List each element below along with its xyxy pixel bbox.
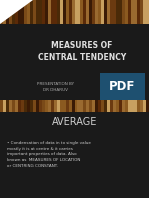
Bar xyxy=(72,100,74,112)
Bar xyxy=(63,0,66,24)
Bar xyxy=(18,0,21,24)
Bar xyxy=(42,100,45,112)
Bar xyxy=(51,100,54,112)
Bar xyxy=(36,100,39,112)
Bar xyxy=(146,0,149,24)
Bar xyxy=(116,0,119,24)
Bar xyxy=(66,100,69,112)
Bar xyxy=(9,100,12,112)
Bar xyxy=(3,0,6,24)
Bar xyxy=(54,0,57,24)
Bar xyxy=(45,100,48,112)
Bar xyxy=(51,0,54,24)
Bar xyxy=(77,0,80,24)
Bar xyxy=(30,100,33,112)
Bar xyxy=(60,0,63,24)
Bar xyxy=(77,100,80,112)
Bar xyxy=(74,0,77,24)
Bar xyxy=(107,0,110,24)
Bar xyxy=(101,100,104,112)
Bar xyxy=(0,100,3,112)
Bar xyxy=(110,0,113,24)
Bar xyxy=(140,100,143,112)
Bar xyxy=(98,100,101,112)
Bar xyxy=(137,0,140,24)
Bar xyxy=(69,0,72,24)
Bar xyxy=(3,100,6,112)
Bar xyxy=(95,100,98,112)
Text: PRESENTATION BY
DR DHARUV: PRESENTATION BY DR DHARUV xyxy=(37,82,74,92)
Bar xyxy=(33,0,36,24)
Bar xyxy=(80,100,83,112)
Bar xyxy=(146,100,149,112)
Text: MEASURES OF
CENTRAL TENDENCY: MEASURES OF CENTRAL TENDENCY xyxy=(38,41,126,62)
Bar xyxy=(104,100,107,112)
Bar xyxy=(69,100,72,112)
Bar xyxy=(15,0,18,24)
Bar xyxy=(92,0,95,24)
Bar xyxy=(134,100,137,112)
Bar xyxy=(15,100,18,112)
Bar xyxy=(66,0,69,24)
Bar xyxy=(140,0,143,24)
Bar xyxy=(143,100,146,112)
Bar xyxy=(86,100,89,112)
Bar xyxy=(95,0,98,24)
Bar xyxy=(42,0,45,24)
Bar xyxy=(39,100,42,112)
Bar xyxy=(128,100,131,112)
Bar xyxy=(57,100,60,112)
Bar xyxy=(45,0,48,24)
Bar xyxy=(107,100,110,112)
Bar xyxy=(63,100,66,112)
Bar xyxy=(33,100,36,112)
Bar xyxy=(21,0,24,24)
Bar xyxy=(113,0,116,24)
Bar xyxy=(125,0,128,24)
Bar xyxy=(89,100,92,112)
Bar xyxy=(24,0,27,24)
Bar xyxy=(122,0,125,24)
Bar xyxy=(30,0,33,24)
Bar xyxy=(48,100,51,112)
Bar xyxy=(39,0,42,24)
Bar xyxy=(92,100,95,112)
Bar xyxy=(27,100,30,112)
Bar xyxy=(21,100,24,112)
Bar xyxy=(137,100,140,112)
Bar xyxy=(125,100,128,112)
Text: PDF: PDF xyxy=(109,80,135,93)
Bar xyxy=(86,0,89,24)
Bar xyxy=(101,0,104,24)
Bar xyxy=(116,100,119,112)
Bar xyxy=(83,0,86,24)
Bar xyxy=(9,0,12,24)
Bar xyxy=(18,100,21,112)
Bar xyxy=(122,100,125,112)
Bar xyxy=(27,0,30,24)
Bar xyxy=(6,100,9,112)
Bar xyxy=(83,100,86,112)
Bar xyxy=(131,100,134,112)
Bar xyxy=(0,0,3,24)
Bar xyxy=(134,0,137,24)
Bar xyxy=(36,0,39,24)
Bar xyxy=(119,0,122,24)
Polygon shape xyxy=(0,0,33,24)
Bar xyxy=(131,0,134,24)
Bar xyxy=(60,100,63,112)
FancyBboxPatch shape xyxy=(100,73,145,100)
Bar xyxy=(6,0,9,24)
Bar xyxy=(80,0,83,24)
Bar xyxy=(119,100,122,112)
Bar xyxy=(24,100,27,112)
Bar xyxy=(89,0,92,24)
Bar xyxy=(113,100,116,112)
Bar xyxy=(104,0,107,24)
Text: AVERAGE: AVERAGE xyxy=(52,117,97,127)
Bar xyxy=(110,100,113,112)
Bar xyxy=(98,0,101,24)
Bar xyxy=(54,100,57,112)
Text: • Condensation of data in to single value
mostly it is at centre & it carries
im: • Condensation of data in to single valu… xyxy=(7,141,91,168)
